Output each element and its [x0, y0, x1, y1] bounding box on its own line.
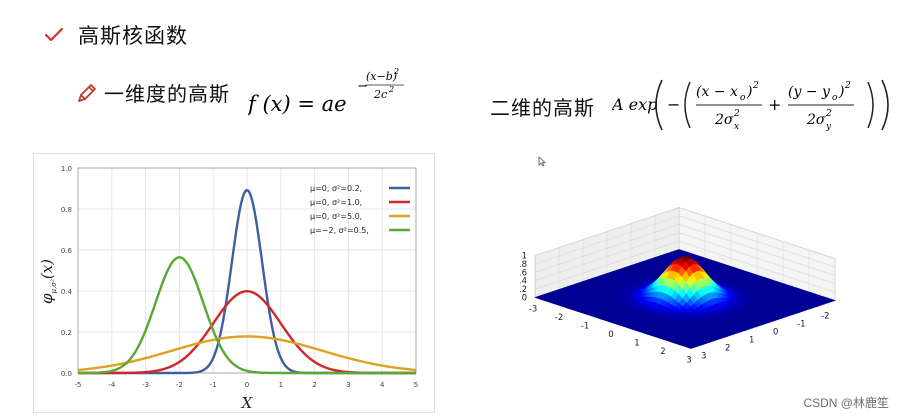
z-tick-label: 1 — [522, 252, 527, 262]
surface — [534, 249, 836, 349]
series-line-2 — [77, 335, 417, 372]
two-d-gaussian-label: 二维的高斯 — [490, 96, 595, 120]
pane-gridline — [678, 232, 836, 284]
formula2-den2-sup: 2 — [825, 109, 832, 119]
y-tick-label: -2 — [821, 312, 829, 322]
formula2-den2: 2σ — [806, 112, 826, 128]
one-d-gaussian-label: 一维度的高斯 — [104, 82, 230, 106]
series-line-3 — [77, 256, 416, 375]
heading-title: 高斯核函数 — [78, 24, 188, 48]
z-tick-label: 0.2 — [520, 285, 527, 295]
pane-gridline — [534, 240, 680, 290]
formula2-num1-close: ) — [746, 84, 752, 100]
y-tick-label: 1 — [749, 336, 754, 346]
x-tick-label: 5 — [414, 381, 418, 389]
pane-gridline — [678, 240, 836, 293]
pane-gridline — [534, 224, 680, 273]
formula2-num1-sup: 2 — [752, 81, 759, 91]
formula2-den2-sub: y — [825, 122, 832, 132]
y-tick-label: 1.0 — [61, 165, 72, 173]
formula2-den1-sub: x — [734, 122, 739, 132]
x-tick-label: -4 — [108, 381, 116, 389]
formula2-num2-close: ) — [838, 84, 844, 100]
watermark: CSDN @林鹿笙 — [803, 396, 889, 410]
check-icon — [44, 27, 64, 42]
x-tick-label: -1 — [581, 322, 589, 332]
legend-label-2: μ=0, σ²=5.0, — [310, 212, 362, 221]
one-d-gaussian-chart: -5 -4 -3 -2 -1 0 1 2 3 4 5 0.0 0.2 0.4 0.6 0.8 1.0 μ=0, σ… — [33, 153, 435, 413]
y-axis-label: φμ,σ²(x) — [38, 259, 58, 304]
pane-gridline — [678, 207, 836, 259]
formula2-minus: − — [667, 95, 680, 114]
formula1-exp-sup: 2 — [393, 67, 399, 76]
x-tick-label: -2 — [555, 313, 563, 323]
x-tick-label: 0 — [245, 381, 249, 389]
pane-gridline — [534, 215, 680, 265]
formula2-den1: 2σ — [714, 112, 734, 128]
one-d-gaussian-formula: f (x) = ae − (x−b) 2 2c 2 — [248, 67, 404, 116]
section-heading: 高斯核函数 — [44, 20, 188, 50]
z-tick-label: 0.4 — [520, 277, 527, 287]
y-tick-label: 0.4 — [61, 288, 73, 296]
x-tick-label: 4 — [380, 381, 385, 389]
formula2-plus: + — [768, 95, 781, 114]
y-tick-label: 3 — [701, 352, 706, 362]
x-tick-label: 0 — [608, 330, 613, 340]
pane-gridline — [534, 207, 680, 256]
x-tick-label: -3 — [142, 381, 149, 389]
one-d-gaussian-row: 一维度的高斯 — [76, 78, 230, 107]
x-tick-label: -1 — [210, 381, 217, 389]
x-tick-label: 3 — [686, 356, 691, 366]
y-tick-label: 0.0 — [61, 370, 72, 378]
formula1-exp-sign: − — [357, 79, 368, 94]
plot-frame — [77, 167, 417, 374]
x-tick-label: 2 — [660, 347, 665, 357]
legend-label-0: μ=0, σ²=0.2, — [310, 184, 362, 193]
x-tick-label: -5 — [75, 381, 82, 389]
formula2-num1: (x − x — [696, 84, 738, 100]
formula1-exp-den: 2c — [373, 88, 387, 101]
back-panes — [534, 207, 836, 301]
x-axis-label: X — [241, 394, 254, 412]
y-tick-label: 0.6 — [61, 247, 73, 255]
z-tick-label: 0 — [522, 294, 527, 304]
mouse-cursor-icon — [538, 156, 546, 167]
surface-patch — [686, 345, 696, 349]
x-tick-label: 3 — [346, 381, 350, 389]
x-tick-label: 2 — [312, 381, 316, 389]
y-tick-label: 0 — [773, 328, 778, 338]
x-tick-label: 1 — [279, 381, 283, 389]
pane-gridline — [534, 232, 680, 281]
x-tick-label: -2 — [176, 381, 183, 389]
y-tick-label: 0.2 — [61, 329, 72, 337]
z-tick-label: 0.8 — [520, 260, 527, 270]
y-tick-label: 2 — [725, 344, 730, 354]
x-tick-label: -3 — [529, 305, 537, 315]
formula1-exp-num: (x−b) — [366, 70, 397, 83]
pane-gridline — [678, 224, 836, 276]
formula2-num1-sub: o — [740, 93, 746, 103]
x-tick-label: 1 — [634, 339, 639, 349]
formula2-num2-sup: 2 — [844, 81, 851, 91]
z-tick-label: 0.6 — [520, 268, 527, 278]
y-tick-label: 0.8 — [61, 206, 72, 214]
pane-gridline — [678, 215, 836, 268]
formula2-a: A exp — [612, 95, 657, 114]
pencil-icon — [78, 83, 96, 102]
two-d-gaussian-formula: A exp − (x − x o ) 2 2σ 2 x + (y − y o )… — [612, 79, 889, 132]
formula1-exp-den-sup: 2 — [388, 85, 394, 94]
formula2-den1-sup: 2 — [733, 109, 740, 119]
formula2-num2-sub: o — [832, 93, 838, 103]
legend-label-1: μ=0, σ²=1.0, — [310, 198, 362, 207]
legend-label-3: μ=−2, σ²=0.5, — [310, 226, 369, 235]
y-tick-label: -1 — [797, 320, 805, 330]
formula2-num2: (y − y — [788, 84, 831, 100]
formula1-lhs: f (x) = ae — [248, 92, 347, 116]
